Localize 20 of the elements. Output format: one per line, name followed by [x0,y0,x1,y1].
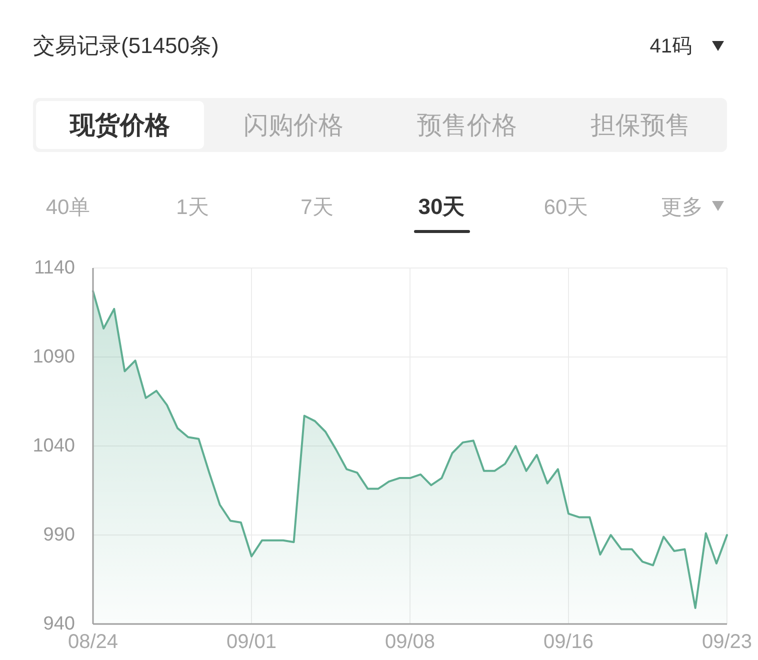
chart-title: 交易记录(51450条) [33,32,219,60]
text: 现货价格 [70,110,170,142]
y-tick-label: 990 [43,524,75,546]
x-tick-label: 09/23 [702,631,752,653]
x-tick-label: 09/16 [543,631,594,653]
text: 闪购价格 [243,110,344,142]
text: 担保预售 [590,110,690,142]
text: 预售价格 [416,110,517,142]
y-tick-label: 1090 [32,346,75,368]
y-tick-label: 1040 [32,436,75,456]
text: 60天 [544,195,588,221]
text: 1天 [176,195,209,221]
text: 41码 [650,34,692,60]
text: 7天 [300,195,334,221]
x-tick-label: 09/01 [226,631,277,653]
y-tick-label: 1140 [34,258,75,278]
text: 更多 [661,195,703,221]
x-tick-label: 09/08 [384,631,436,653]
text: 30天 [418,193,465,221]
text: 40单 [46,195,90,221]
